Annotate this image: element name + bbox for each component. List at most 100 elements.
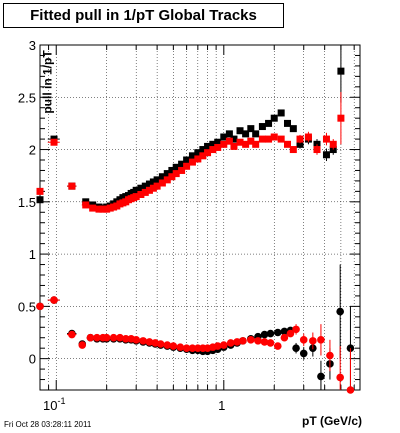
y-tick-label: 3 bbox=[29, 38, 36, 53]
data-point bbox=[141, 182, 149, 190]
data-point bbox=[204, 142, 212, 150]
data-point bbox=[194, 149, 202, 157]
data-point bbox=[296, 140, 304, 148]
data-point bbox=[258, 123, 266, 131]
data-point bbox=[145, 338, 154, 346]
data-point bbox=[304, 133, 312, 141]
data-point bbox=[199, 146, 207, 154]
data-point bbox=[168, 166, 176, 174]
timestamp: Fri Oct 28 03:28:11 2011 bbox=[4, 420, 92, 429]
data-point bbox=[252, 140, 260, 148]
data-point bbox=[326, 351, 334, 360]
data-point bbox=[153, 182, 161, 190]
data-point bbox=[176, 343, 185, 351]
data-point bbox=[270, 133, 278, 141]
data-point bbox=[188, 344, 197, 352]
data-point bbox=[225, 130, 233, 138]
data-point bbox=[220, 133, 228, 141]
data-point bbox=[247, 137, 255, 145]
data-point bbox=[168, 173, 176, 181]
data-point bbox=[273, 342, 282, 350]
data-point bbox=[36, 196, 44, 204]
data-point bbox=[242, 130, 250, 138]
data-point bbox=[239, 337, 247, 345]
y-tick-label: 0 bbox=[29, 352, 36, 367]
data-point bbox=[178, 160, 186, 168]
data-point bbox=[163, 341, 172, 349]
data-point bbox=[132, 193, 140, 201]
series-layer bbox=[36, 45, 355, 394]
data-point bbox=[145, 186, 153, 194]
data-point bbox=[141, 188, 149, 196]
data-point bbox=[137, 184, 145, 192]
x-tick-label-exponent: -1 bbox=[57, 396, 65, 406]
data-point bbox=[280, 333, 289, 342]
data-point bbox=[283, 140, 291, 148]
x-tick-label: 10-1 bbox=[43, 396, 65, 413]
data-point bbox=[277, 135, 285, 143]
data-point bbox=[252, 130, 260, 138]
data-point bbox=[270, 114, 278, 122]
data-point bbox=[317, 372, 325, 381]
data-point bbox=[219, 341, 228, 349]
x-tick-label: 1 bbox=[218, 398, 225, 413]
data-point bbox=[299, 336, 308, 344]
data-point bbox=[178, 166, 186, 174]
data-point bbox=[283, 119, 291, 127]
data-point bbox=[266, 339, 275, 347]
data-point bbox=[163, 176, 171, 184]
data-point bbox=[336, 373, 344, 382]
data-point bbox=[149, 178, 157, 186]
data-point bbox=[220, 140, 228, 148]
data-point bbox=[86, 333, 95, 342]
axis-ticks: 10-1 1 0 0.5 1 1.5 2 2.5 3 bbox=[18, 38, 360, 413]
data-point bbox=[158, 179, 166, 187]
data-point bbox=[337, 67, 345, 75]
data-point bbox=[95, 205, 103, 213]
data-point bbox=[199, 152, 207, 160]
data-point bbox=[346, 386, 355, 394]
data-point bbox=[182, 344, 191, 352]
data-point bbox=[337, 114, 345, 122]
data-point bbox=[99, 205, 107, 213]
data-point bbox=[260, 338, 269, 346]
data-point bbox=[254, 337, 262, 345]
data-point bbox=[322, 151, 330, 159]
data-point bbox=[214, 143, 222, 151]
data-point bbox=[265, 135, 273, 143]
y-tick-label: 0.5 bbox=[18, 299, 36, 314]
data-point bbox=[317, 336, 325, 344]
data-point bbox=[121, 334, 130, 343]
y-tick-label: 1 bbox=[29, 247, 36, 262]
data-point bbox=[145, 180, 153, 188]
data-point bbox=[132, 336, 140, 344]
data-point bbox=[292, 344, 300, 352]
data-point bbox=[149, 184, 157, 192]
data-point bbox=[299, 349, 308, 358]
data-point bbox=[296, 135, 304, 143]
data-point bbox=[209, 140, 217, 148]
data-point bbox=[289, 125, 297, 133]
data-point bbox=[82, 201, 90, 209]
data-point bbox=[226, 339, 235, 347]
data-point bbox=[137, 191, 145, 198]
data-point bbox=[266, 329, 275, 338]
data-point bbox=[258, 135, 266, 143]
data-point bbox=[214, 138, 222, 146]
data-point bbox=[292, 325, 300, 334]
data-point bbox=[329, 140, 337, 148]
data-point bbox=[309, 337, 317, 345]
data-point bbox=[78, 341, 87, 349]
data-point bbox=[313, 146, 321, 154]
y-axis-label: pull in 1/pT bbox=[40, 50, 55, 114]
data-point bbox=[116, 333, 124, 342]
data-point bbox=[153, 176, 161, 184]
data-point bbox=[247, 125, 255, 133]
data-point bbox=[260, 330, 269, 339]
data-point bbox=[172, 170, 180, 178]
data-point bbox=[247, 336, 255, 344]
x-axis-label: pT (GeV/c) bbox=[301, 414, 362, 428]
data-point bbox=[93, 333, 101, 342]
data-point bbox=[50, 296, 58, 304]
